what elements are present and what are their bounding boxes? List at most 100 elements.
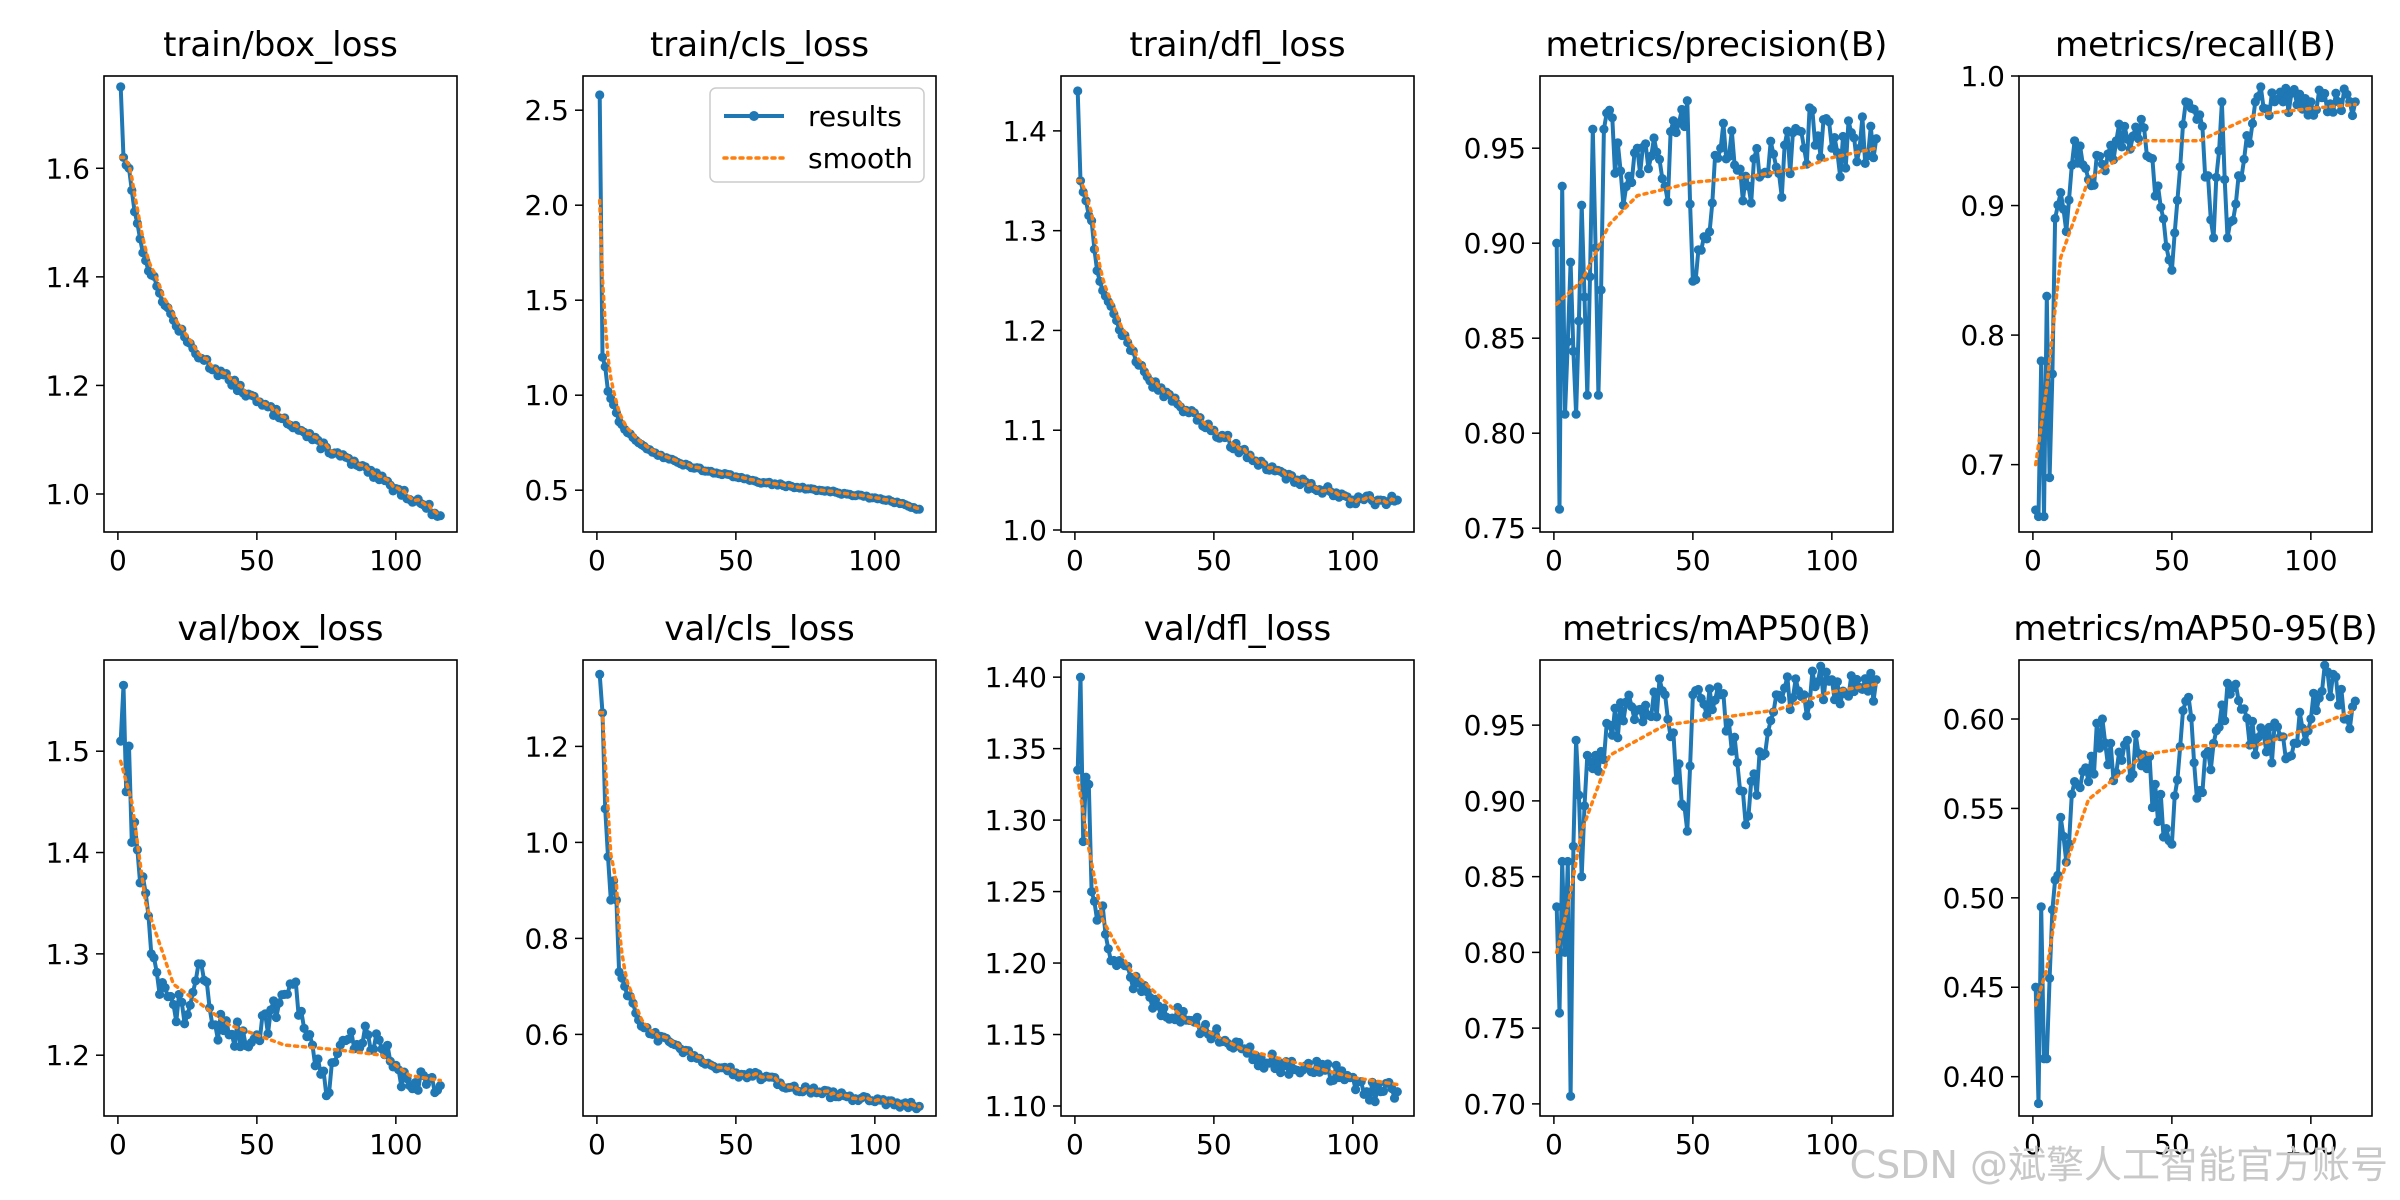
results-point: [2086, 751, 2096, 761]
y-tick-label: 1.0: [1960, 60, 2005, 93]
results-point: [1588, 124, 1598, 134]
results-point: [1200, 1019, 1211, 1030]
y-tick-label: 2.0: [524, 189, 569, 222]
results-point: [1560, 409, 1570, 419]
results-point: [177, 997, 187, 1007]
axes-frame: [1060, 659, 1415, 1117]
results-point: [2220, 174, 2230, 185]
results-point: [1568, 841, 1578, 851]
results-point: [274, 998, 284, 1008]
results-point: [1777, 192, 1787, 202]
results-point: [1782, 672, 1792, 682]
results-point: [595, 90, 605, 100]
results-point: [2067, 789, 2077, 799]
results-point: [2064, 195, 2074, 205]
plot-area: [1552, 96, 1881, 514]
subplot-val-cls-loss: val/cls_loss 0 50 100 0.6 0.8 1.0 1.2: [524, 609, 937, 1161]
legend-results-marker: [749, 111, 759, 121]
plot-area: [1073, 672, 1402, 1107]
results-point: [413, 1085, 423, 1095]
results-point: [1654, 154, 1665, 164]
smooth-line: [118, 759, 443, 1083]
smooth-line: [1075, 179, 1400, 505]
results-point: [1566, 257, 1576, 267]
results-point: [1713, 682, 1723, 692]
results-point: [2172, 775, 2182, 785]
x-tick-label: 100: [369, 544, 422, 577]
results-point: [2056, 812, 2066, 823]
results-point: [382, 1040, 393, 1050]
y-tick-label: 1.3: [1002, 215, 1047, 248]
results-point: [1702, 234, 1712, 244]
results-point: [1713, 153, 1723, 163]
x-tick-label: 0: [588, 544, 606, 577]
y-tick-label: 1.20: [985, 947, 1047, 980]
subplot-title: metrics/mAP50-95(B): [2013, 609, 2377, 649]
results-point: [2267, 758, 2277, 768]
results-point: [1738, 196, 1748, 206]
results-point: [2161, 242, 2171, 252]
results-point: [166, 991, 176, 1002]
results-point: [1718, 689, 1728, 699]
results-point: [1796, 127, 1806, 137]
results-point: [2175, 162, 2185, 172]
results-point: [330, 1057, 340, 1067]
plot-area: [116, 82, 445, 521]
results-point: [2178, 119, 2188, 130]
results-point: [1805, 699, 1815, 709]
results-point: [1638, 717, 1648, 727]
results-point: [1654, 674, 1665, 684]
results-point: [182, 1010, 192, 1020]
results-point: [2153, 181, 2163, 191]
results-point: [1671, 127, 1681, 138]
y-tick-label: 0.80: [1464, 936, 1526, 969]
results-point: [1799, 143, 1809, 153]
results-point: [1766, 136, 1776, 146]
results-point: [1766, 716, 1776, 726]
results-point: [2292, 738, 2302, 749]
results-point: [369, 1044, 379, 1054]
results-point: [1724, 151, 1734, 161]
subplot-metrics-precision-b-: metrics/precision(B) 0 50 100 0.75 0.80 0.85 0.…: [1464, 25, 1894, 577]
y-tick-label: 1.30: [985, 804, 1047, 837]
results-point: [2103, 149, 2113, 159]
smooth-line: [1075, 775, 1400, 1087]
results-point: [2147, 154, 2157, 164]
x-tick-label: 0: [1545, 544, 1563, 577]
y-tick-label: 1.10: [985, 1090, 1047, 1123]
results-point: [1078, 836, 1088, 847]
results-point: [1691, 275, 1701, 285]
results-point: [1582, 390, 1592, 400]
results-point: [1596, 285, 1606, 295]
legend: results smooth: [709, 87, 925, 183]
subplot-train-cls-loss: train/cls_loss 0 50 100 0.5 1.0 1.5 2.0 2.5 resul…: [524, 25, 937, 577]
axes-frame: [1060, 75, 1415, 533]
results-point: [1624, 690, 1634, 700]
plot-area: [1552, 661, 1881, 1101]
results-point: [296, 1006, 306, 1016]
subplot-title: train/dfl_loss: [1129, 25, 1345, 65]
subplot-val-box-loss: val/box_loss 0 50 100 1.2 1.3 1.4 1.5: [45, 609, 458, 1161]
results-point: [1674, 759, 1684, 769]
results-point: [2153, 816, 2163, 827]
results-point: [2131, 729, 2141, 739]
results-line: [118, 683, 443, 1098]
plot-area: [595, 669, 924, 1114]
results-point: [1618, 716, 1628, 726]
x-tick-label: 50: [239, 1128, 275, 1161]
results-point: [2150, 779, 2160, 789]
results-point: [1566, 1091, 1576, 1101]
results-point: [1103, 944, 1113, 954]
results-point: [1699, 699, 1709, 709]
results-point: [2103, 760, 2113, 770]
results-line: [597, 674, 921, 1111]
results-point: [2272, 722, 2283, 732]
results-point: [171, 1017, 181, 1027]
results-point: [2106, 738, 2116, 748]
results-point: [1627, 177, 1637, 188]
results-point: [2083, 777, 2094, 787]
results-line: [2033, 84, 2358, 519]
results-point: [1613, 733, 1623, 743]
results-point: [2089, 180, 2099, 190]
results-point: [2050, 213, 2060, 224]
